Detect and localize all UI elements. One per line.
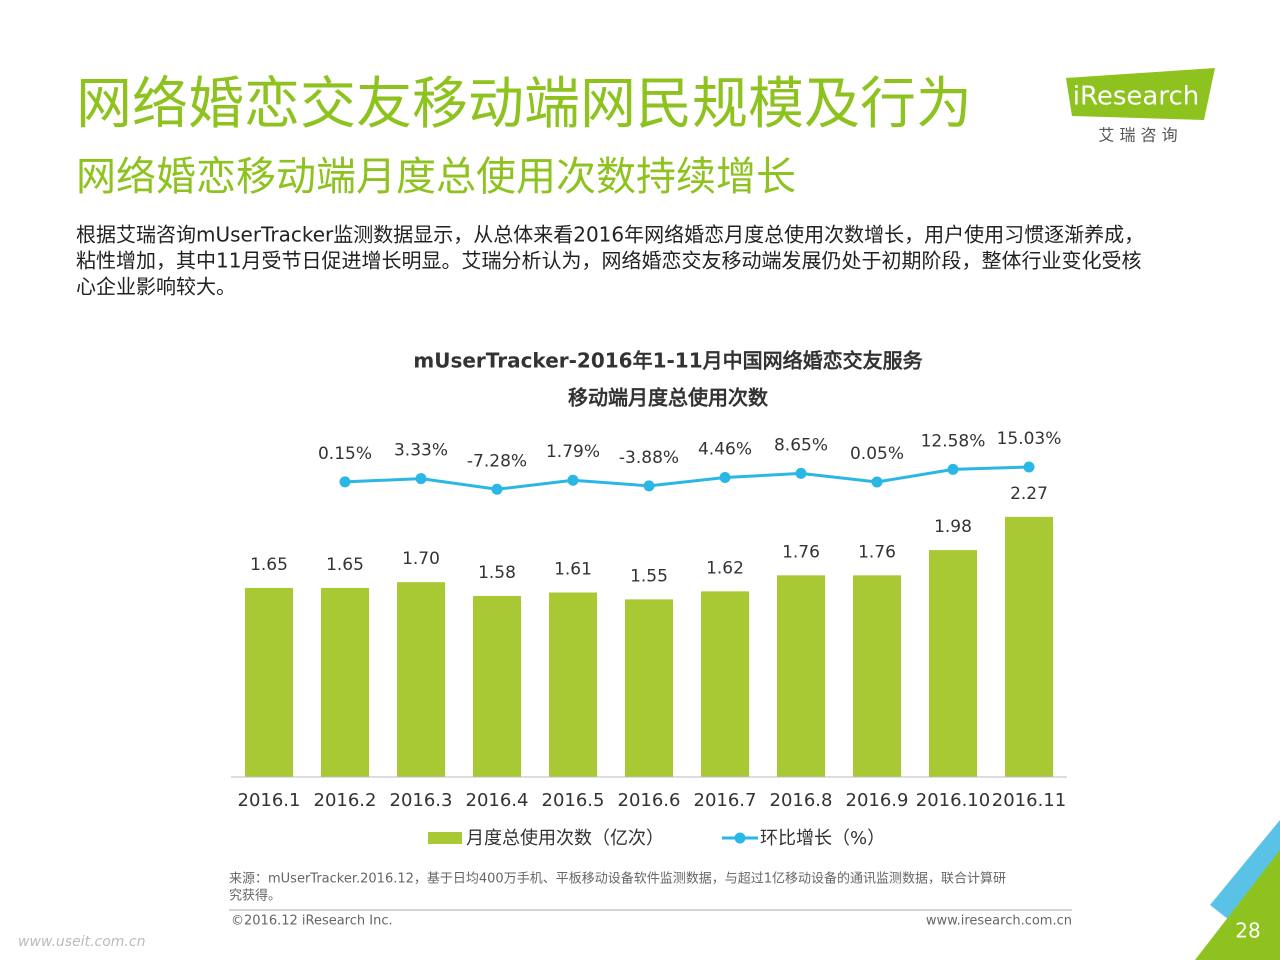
- line-label: -3.88%: [619, 448, 679, 468]
- line-label: -7.28%: [467, 451, 527, 471]
- plot: 2016.1 2016.2 2016.3 2016.4 2016.5 2016.6 2016…: [238, 429, 1067, 849]
- line-label: 0.05%: [850, 444, 904, 464]
- bar-label: 1.76: [782, 542, 820, 562]
- page-title: 网络婚恋交友移动端网民规模及行为: [76, 72, 972, 137]
- line-label: 4.46%: [698, 440, 752, 460]
- line-point: [491, 483, 503, 495]
- page-subtitle: 网络婚恋移动端月度总使用次数持续增长: [76, 154, 796, 200]
- line: [344, 465, 1030, 491]
- bar: [853, 575, 901, 777]
- bar-label: 1.55: [630, 566, 668, 586]
- x-tick-label: 2016.5: [542, 790, 605, 811]
- line-point: [567, 474, 579, 486]
- line-label: 1.79%: [546, 442, 600, 462]
- bar-label: 1.61: [554, 559, 592, 579]
- line-label: 12.58%: [921, 431, 986, 451]
- bar-label: 1.58: [478, 563, 516, 583]
- copyright: ©2016.12 iResearch Inc.: [231, 914, 393, 929]
- logo-subtitle: 艾 瑞 咨 询: [1098, 126, 1177, 145]
- url: www.iresearch.com.cn: [926, 914, 1072, 929]
- bar: [321, 587, 369, 777]
- x-tick-label: 2016.9: [846, 790, 909, 811]
- x-tick-label: 2016.6: [618, 790, 681, 811]
- bar: [549, 592, 597, 777]
- legend-swatch: [734, 832, 746, 844]
- bar-label: 2.27: [1010, 484, 1048, 504]
- bar-label: 1.65: [326, 555, 364, 575]
- bar: [777, 575, 825, 777]
- bar-label: 1.70: [402, 549, 440, 569]
- line-label: 3.33%: [394, 441, 448, 461]
- x-tick-label: 2016.10: [916, 790, 990, 811]
- watermark: www.useit.com.cn: [18, 934, 145, 950]
- bar: [245, 587, 293, 777]
- x-tick-label: 2016.7: [694, 790, 757, 811]
- logo: iResearch: [1073, 82, 1199, 112]
- legend-label: 环比增长（%）: [760, 828, 885, 849]
- description-line: 心企业影响较大。: [76, 275, 236, 299]
- bar-label: 1.65: [250, 555, 288, 575]
- bar-label: 1.62: [706, 558, 744, 578]
- bar: [625, 599, 673, 777]
- source: 究获得。: [229, 888, 281, 904]
- chart-title: mUserTracker-2016年1-11月中国网络婚恋交友服务: [413, 349, 923, 373]
- bar: [397, 582, 445, 777]
- bar: [701, 591, 749, 777]
- x-tick-label: 2016.8: [770, 790, 833, 811]
- x-tick-label: 2016.4: [466, 790, 529, 811]
- line-point: [339, 476, 351, 488]
- line-point: [795, 467, 807, 479]
- legend-swatch: [428, 832, 462, 844]
- line-label: 8.65%: [774, 435, 828, 455]
- line-point: [415, 473, 427, 485]
- bar: [929, 550, 977, 777]
- line-label: 15.03%: [997, 429, 1062, 449]
- legend-label: 月度总使用次数（亿次）: [466, 828, 664, 849]
- description-line: 粘性增加，其中11月受节日促进增长明显。艾瑞分析认为，网络婚恋交友移动端发展仍处…: [76, 249, 1141, 273]
- line-point: [947, 463, 959, 475]
- line-point: [1023, 461, 1035, 473]
- bar: [473, 595, 521, 777]
- line-point: [871, 476, 883, 488]
- bar-label: 1.98: [934, 517, 972, 537]
- x-tick-label: 2016.1: [238, 790, 301, 811]
- line-point: [643, 480, 655, 492]
- bar: [1005, 516, 1053, 777]
- line-point: [719, 472, 731, 484]
- bar-label: 1.76: [858, 542, 896, 562]
- x-tick-label: 2016.3: [390, 790, 453, 811]
- source: 来源：mUserTracker.2016.12，基于日均400万手机、平板移动设…: [229, 871, 1006, 887]
- chart-title: 移动端月度总使用次数: [568, 386, 769, 410]
- x-tick-label: 2016.11: [992, 790, 1066, 811]
- x-tick-label: 2016.2: [314, 790, 377, 811]
- page-number: 28: [1235, 919, 1260, 943]
- line-label: 0.15%: [318, 444, 372, 464]
- description-line: 根据艾瑞咨询mUserTracker监测数据显示，从总体来看2016年网络婚恋月…: [76, 223, 1144, 247]
- logo-shape: [1066, 68, 1215, 120]
- corner-decoration: [1195, 850, 1280, 960]
